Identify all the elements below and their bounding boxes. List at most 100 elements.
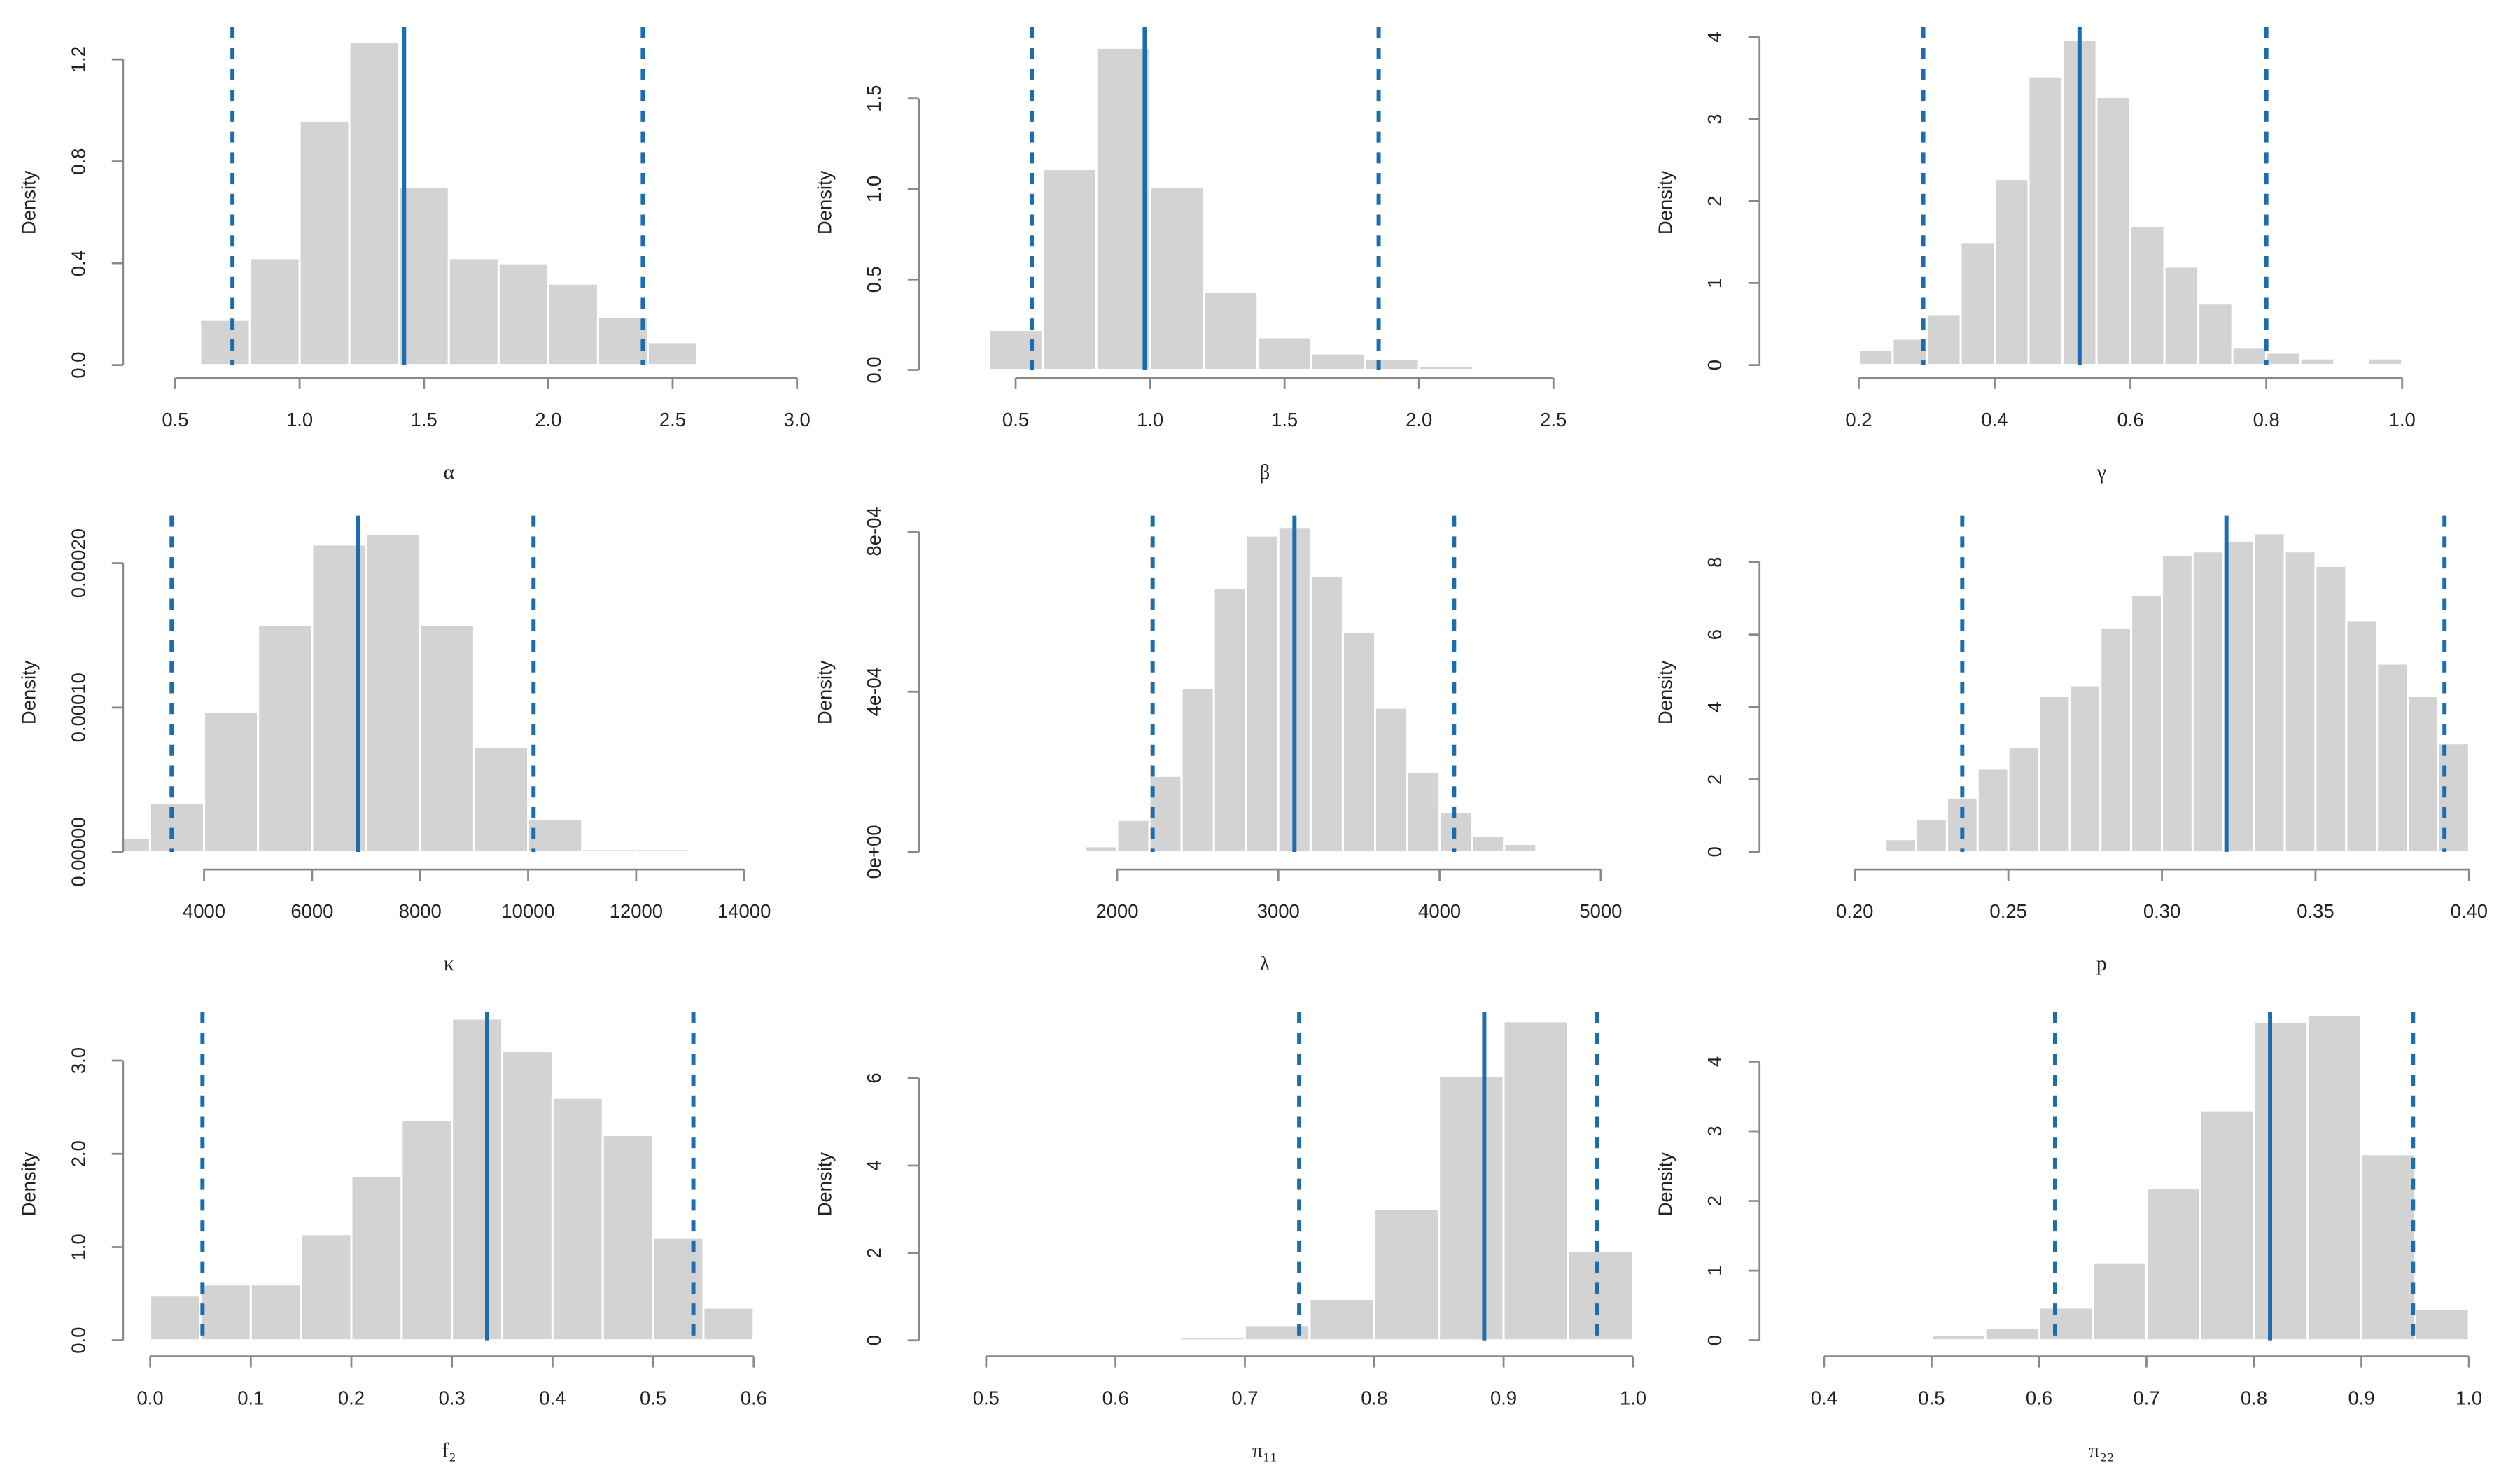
bar [2027, 75, 2064, 367]
bars [1179, 1020, 1634, 1342]
x-axis-label: p [2096, 953, 2107, 975]
histogram-panel: 0.2 0.4 0.6 0.8 1.0 0 1 2 3 4 γ Density [1654, 27, 2437, 484]
bar [547, 282, 599, 367]
x-tick-label: 0.6 [741, 1387, 767, 1409]
bar [1438, 1074, 1505, 1342]
x-tick-label: 2000 [1096, 900, 1138, 922]
bar [203, 710, 260, 853]
bar [2161, 554, 2194, 853]
x-axis-label: β [1259, 461, 1270, 484]
bar [501, 1050, 554, 1342]
bar [497, 262, 550, 367]
x-tick-label: 0.8 [1361, 1387, 1387, 1409]
x-axis-label: λ [1260, 953, 1270, 975]
bar [2068, 684, 2102, 853]
y-axis-label: Density [18, 1152, 39, 1217]
bar [635, 848, 692, 853]
x-tick-label: 4000 [183, 900, 225, 922]
bar [1915, 818, 1948, 853]
bars [149, 1017, 802, 1342]
bar [581, 848, 638, 853]
x-tick-label: 0.2 [1845, 409, 1872, 430]
y-tick-label: 2 [863, 1247, 885, 1258]
x-tick-label: 0.3 [439, 1387, 465, 1409]
bar [472, 746, 530, 853]
y-tick-label: 1.5 [863, 85, 885, 112]
bar [2414, 1308, 2470, 1342]
x-tick-label: 0.25 [1989, 900, 2026, 922]
bar [988, 329, 1044, 371]
bar [1984, 1326, 2040, 1342]
y-tick-label: 4 [863, 1160, 885, 1170]
x-tick-label: 0.5 [1918, 1387, 1945, 1409]
bar [2007, 746, 2040, 853]
y-tick-label: 0.8 [67, 148, 89, 175]
x-tick-label: 0.35 [2297, 900, 2334, 922]
x-tick-label: 0.4 [539, 1387, 566, 1409]
bar [1406, 771, 1441, 853]
x-tick-label: 0.5 [640, 1387, 666, 1409]
bar [702, 1306, 755, 1342]
x-tick-label: 12000 [610, 900, 663, 922]
y-tick-label: 3.0 [67, 1047, 89, 1074]
bar [1341, 630, 1376, 853]
bar [1212, 587, 1247, 853]
x-tick-label: 0.9 [1490, 1387, 1517, 1409]
bar [2095, 95, 2132, 367]
bar [1471, 367, 1528, 371]
bar [2038, 695, 2071, 853]
bars [1051, 526, 1570, 853]
bar [1116, 818, 1151, 853]
y-tick-label: 2 [1704, 774, 1726, 785]
bar [1945, 796, 1979, 853]
x-tick-label: 0.7 [1231, 1387, 1258, 1409]
histogram-panel: 0.5 1.0 1.5 2.0 2.5 3.0 0.0 0.4 0.8 1.2 α Density [18, 27, 811, 484]
y-tick-label: 6 [1704, 629, 1726, 640]
histogram-panel: 4000 6000 8000 10000 12000 14000 0.00000 0.0001… [18, 515, 771, 975]
y-tick-label: 8e-04 [863, 507, 885, 556]
x-tick-label: 0.0 [137, 1387, 164, 1409]
x-tick-label: 1.0 [1620, 1387, 1646, 1409]
bar [2253, 1021, 2309, 1342]
y-tick-label: 1.2 [67, 46, 89, 73]
y-tick-label: 0 [863, 1335, 885, 1345]
y-tick-label: 0 [1704, 846, 1726, 857]
y-tick-label: 6 [863, 1072, 885, 1083]
bar [1525, 367, 1582, 371]
bar [2145, 1187, 2202, 1342]
y-tick-label: 0.4 [67, 250, 89, 276]
x-tick-label: 0.4 [1811, 1387, 1837, 1409]
x-tick-label: 1.0 [2389, 409, 2416, 430]
y-tick-label: 1 [1704, 278, 1726, 288]
x-tick-label: 0.2 [338, 1387, 365, 1409]
bar [2253, 532, 2286, 853]
bar [527, 818, 584, 853]
bar [400, 1119, 454, 1342]
bar [350, 1175, 403, 1342]
bar [365, 533, 421, 853]
bar [2197, 302, 2234, 367]
bar [2333, 362, 2370, 367]
y-tick-label: 0.0 [67, 1327, 89, 1354]
y-tick-label: 4 [1704, 1056, 1726, 1067]
x-tick-label: 0.6 [2026, 1387, 2052, 1409]
y-tick-label: 4e-04 [863, 667, 885, 716]
bar [1245, 534, 1280, 853]
bar [249, 1283, 302, 1342]
y-axis-label: Density [1654, 1152, 1676, 1217]
x-tick-label: 0.4 [1981, 409, 2008, 430]
bar [1884, 838, 1917, 853]
histogram-panel: 0.20 0.25 0.30 0.35 0.40 0 2 4 6 8 p Density [1654, 515, 2488, 975]
bar [2199, 1109, 2255, 1342]
y-tick-label: 4 [1704, 31, 1726, 42]
bar [1148, 774, 1183, 853]
x-tick-label: 3.0 [784, 409, 811, 430]
y-axis-label: Density [813, 1152, 835, 1217]
bar [148, 802, 206, 853]
bar [2099, 626, 2133, 853]
bar [1179, 1336, 1246, 1342]
bar [2299, 357, 2336, 367]
bar [1418, 365, 1474, 371]
x-tick-label: 0.30 [2143, 900, 2180, 922]
